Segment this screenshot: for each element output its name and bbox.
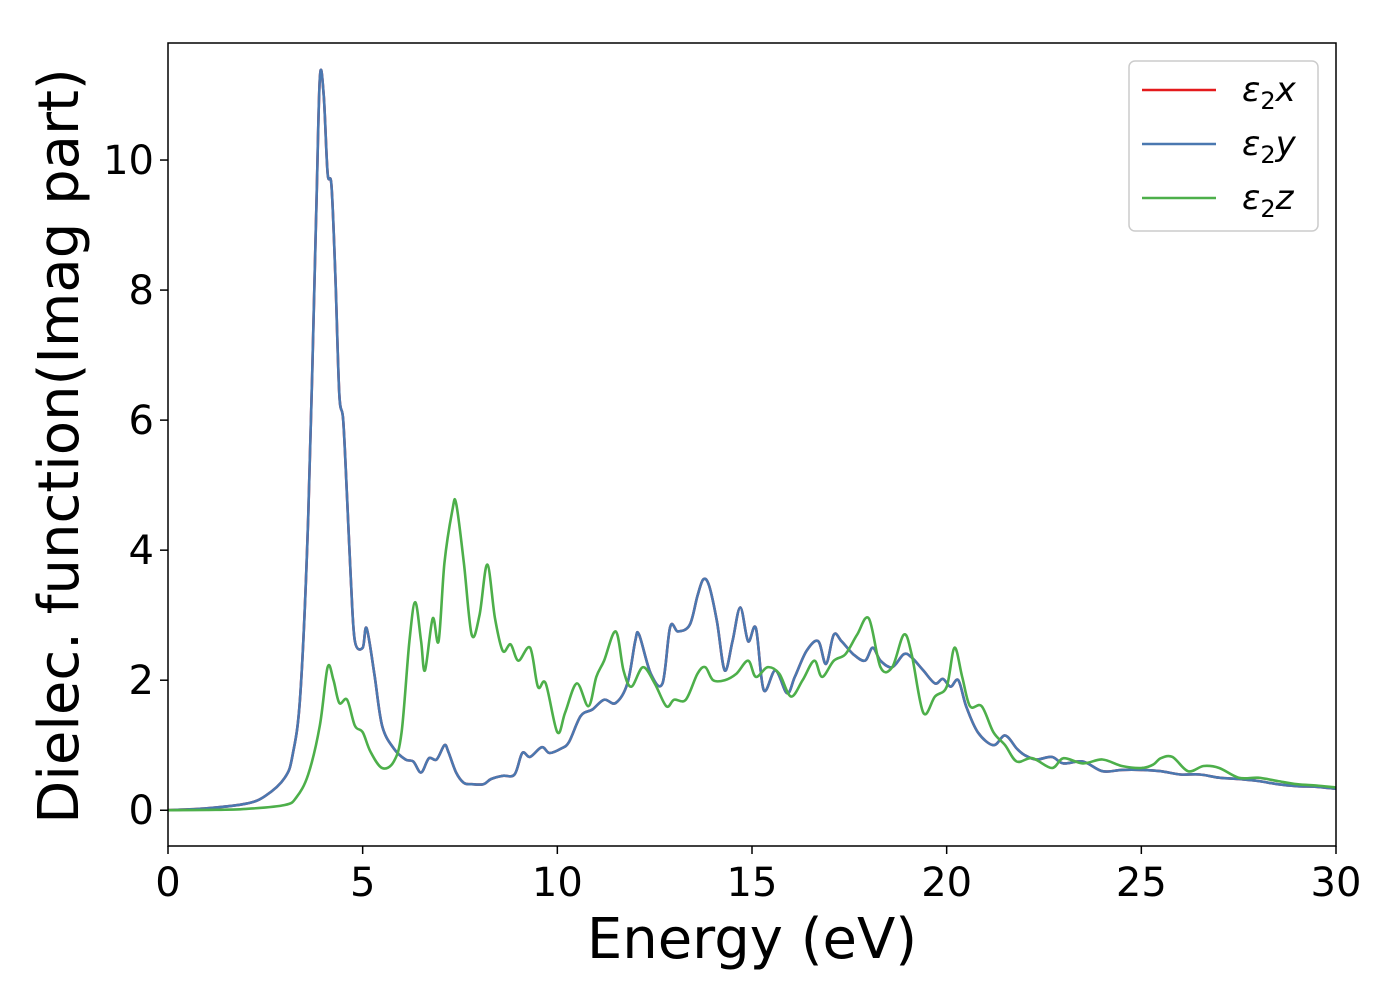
- y-tick-label: 4: [129, 528, 154, 574]
- y-tick-label: 8: [129, 268, 154, 314]
- x-tick-label: 20: [921, 860, 972, 906]
- series-line-y: [167, 68, 1337, 812]
- x-axis-title: Energy (eV): [587, 907, 917, 972]
- x-tick-label: 15: [727, 860, 778, 906]
- y-tick-label: 2: [129, 658, 154, 704]
- x-tick-label: 30: [1311, 860, 1362, 906]
- series-line-z: [167, 498, 1337, 812]
- y-tick-label: 6: [129, 398, 154, 444]
- x-tick-label: 25: [1116, 860, 1167, 906]
- x-tick-label: 10: [532, 860, 583, 906]
- series-layer: [167, 68, 1337, 812]
- y-tick-label: 10: [103, 138, 154, 184]
- legend-label-z: ε2z: [1242, 178, 1295, 223]
- x-axis-ticks: 0 5 10 15 20 25 30: [155, 846, 1361, 906]
- x-tick-label: 0: [155, 860, 180, 906]
- legend-label-y: ε2y: [1242, 124, 1297, 169]
- legend-box: [1128, 60, 1319, 232]
- legend: ε2x ε2y ε2z: [1128, 60, 1319, 232]
- x-tick-label: 5: [350, 860, 375, 906]
- y-axis-title: Dielec. function(Imag part): [27, 68, 92, 824]
- y-tick-label: 0: [129, 788, 154, 834]
- legend-label-x: ε2x: [1242, 70, 1297, 115]
- y-axis-ticks: 0 2 4 6 8 10: [103, 138, 168, 834]
